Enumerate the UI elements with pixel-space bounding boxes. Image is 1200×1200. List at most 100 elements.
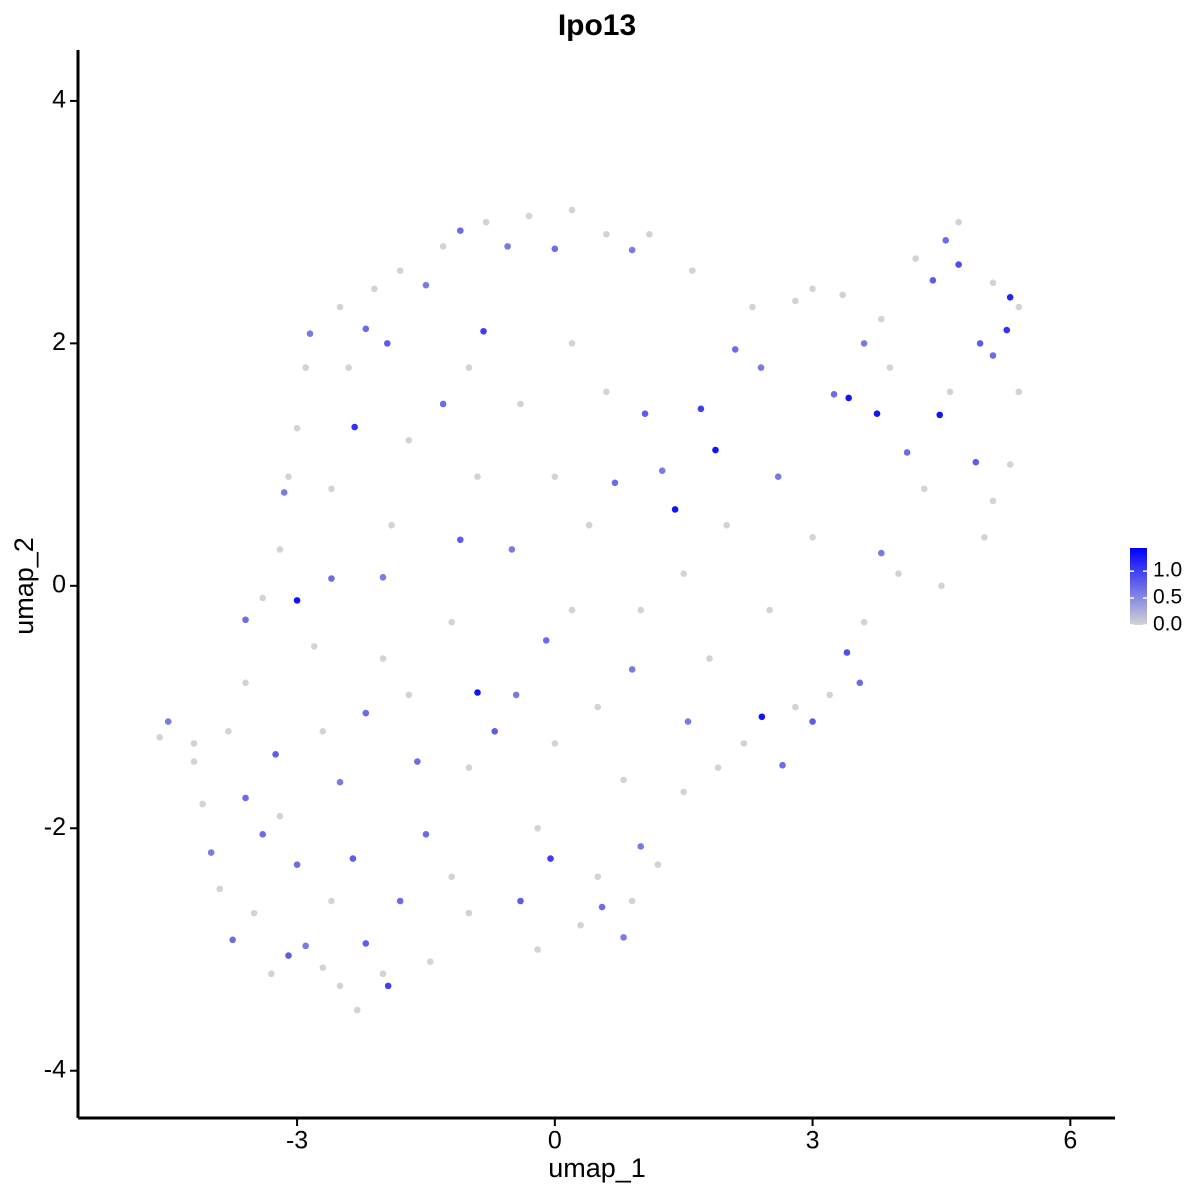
point <box>628 246 636 254</box>
point <box>336 982 344 990</box>
point <box>856 679 864 687</box>
point <box>792 703 799 711</box>
point <box>688 267 696 274</box>
point <box>843 649 851 656</box>
point <box>164 718 172 725</box>
point <box>845 394 852 402</box>
point <box>379 655 387 662</box>
point <box>568 340 576 347</box>
point <box>259 831 267 838</box>
point <box>712 446 719 454</box>
point <box>474 473 481 481</box>
point <box>225 727 232 735</box>
point <box>830 390 838 398</box>
point <box>474 689 481 696</box>
point <box>860 340 868 347</box>
colorbar <box>1130 548 1147 625</box>
point <box>641 410 649 417</box>
point <box>422 831 430 838</box>
point <box>611 479 619 487</box>
point <box>731 346 739 353</box>
point <box>491 727 498 735</box>
point <box>568 606 576 614</box>
point <box>878 315 885 323</box>
x-tick-label: 3 <box>806 1127 820 1155</box>
point <box>384 982 392 990</box>
point <box>714 764 722 771</box>
point <box>280 489 288 496</box>
point <box>362 325 370 333</box>
point <box>628 666 636 673</box>
y-axis-title: umap_2 <box>9 537 39 635</box>
point <box>336 778 344 786</box>
point <box>551 473 559 481</box>
point <box>405 691 413 699</box>
point <box>955 218 962 226</box>
point <box>388 521 395 529</box>
point <box>285 473 292 481</box>
x-tick-label: 0 <box>548 1127 562 1155</box>
point <box>809 534 816 541</box>
point <box>302 942 309 950</box>
point <box>938 582 945 590</box>
point <box>362 940 370 947</box>
point <box>319 727 327 735</box>
point <box>1003 326 1011 334</box>
point <box>671 506 679 513</box>
chart-title: Ipo13 <box>558 9 636 42</box>
point <box>826 691 834 699</box>
point <box>598 903 606 911</box>
point <box>448 873 456 881</box>
point <box>306 330 314 337</box>
point <box>190 740 198 747</box>
point <box>1015 388 1023 396</box>
point <box>504 243 511 250</box>
point <box>774 473 782 481</box>
point <box>457 536 464 544</box>
point <box>190 758 198 765</box>
point <box>242 679 249 687</box>
point <box>457 227 464 234</box>
x-tick-label: 6 <box>1063 1127 1077 1155</box>
point <box>585 521 593 529</box>
point <box>379 970 387 978</box>
y-tick-label: 0 <box>52 570 66 598</box>
point <box>448 618 456 626</box>
point <box>684 718 692 725</box>
point <box>989 497 997 505</box>
point <box>603 230 610 238</box>
point <box>439 400 447 408</box>
point <box>512 691 520 699</box>
point <box>1006 294 1014 301</box>
point <box>250 909 258 917</box>
point <box>976 340 984 347</box>
point <box>422 281 430 289</box>
colorbar-tick-label: 0.0 <box>1153 613 1182 636</box>
point <box>302 364 309 371</box>
point <box>903 449 911 456</box>
point <box>293 597 301 604</box>
point <box>594 703 602 711</box>
point <box>542 637 550 644</box>
point <box>293 424 301 432</box>
point <box>740 740 748 747</box>
point <box>351 423 358 431</box>
point <box>547 855 554 862</box>
point <box>912 255 919 262</box>
point <box>328 897 335 905</box>
y-tick-label: -2 <box>44 813 66 841</box>
point <box>942 237 950 244</box>
x-axis-title: umap_1 <box>548 1153 646 1183</box>
point <box>465 909 473 917</box>
point <box>480 327 487 335</box>
point <box>345 364 352 371</box>
point <box>723 521 730 529</box>
point <box>328 575 335 582</box>
point <box>809 718 816 725</box>
point <box>353 1006 361 1014</box>
point <box>758 713 766 721</box>
point <box>757 364 765 371</box>
point <box>216 885 224 893</box>
point <box>779 761 786 769</box>
